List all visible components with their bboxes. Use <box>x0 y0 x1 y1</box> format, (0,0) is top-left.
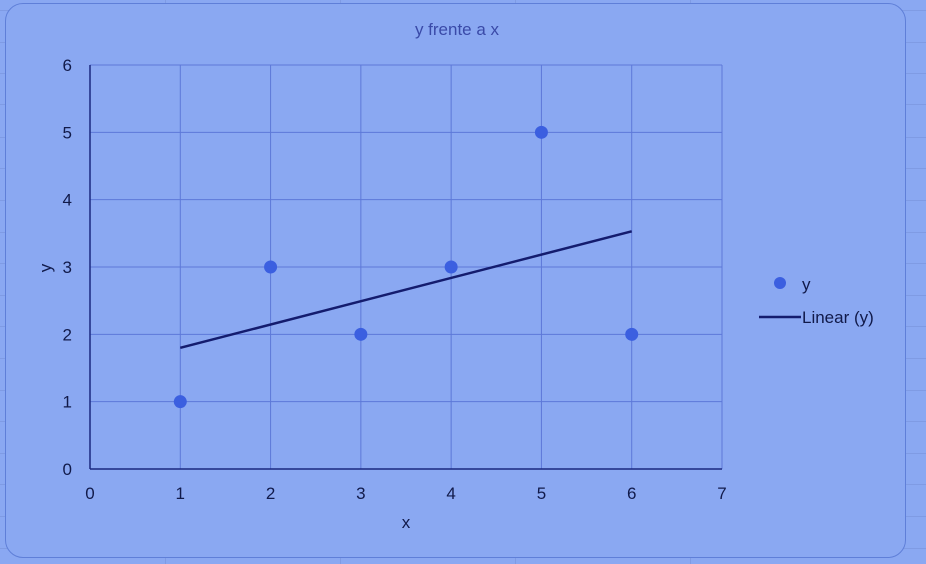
x-tick-label: 0 <box>85 484 94 503</box>
data-point <box>354 327 368 341</box>
y-tick-label: 0 <box>63 460 72 479</box>
trendline <box>179 230 633 350</box>
data-point <box>173 395 187 409</box>
x-tick-label: 2 <box>266 484 275 503</box>
x-tick-label: 6 <box>627 484 636 503</box>
y-tick-label: 6 <box>63 56 72 75</box>
x-axis-label: x <box>402 513 411 532</box>
data-point <box>264 260 278 274</box>
legend-label-y: y <box>802 275 811 294</box>
x-tick-label: 3 <box>356 484 365 503</box>
y-tick-label: 2 <box>63 325 72 344</box>
y-tick-label: 1 <box>63 393 72 412</box>
legend-label-trendline: Linear (y) <box>802 308 874 327</box>
y-tick-label: 3 <box>63 258 72 277</box>
y-tick-label: 5 <box>63 123 72 142</box>
x-tick-label: 5 <box>537 484 546 503</box>
x-tick-label: 7 <box>717 484 726 503</box>
x-tick-label: 4 <box>446 484 455 503</box>
data-point <box>625 327 639 341</box>
y-tick-label: 4 <box>63 191 72 210</box>
x-tick-label: 1 <box>176 484 185 503</box>
y-axis-label: y <box>36 263 55 272</box>
legend-marker-y <box>774 277 786 289</box>
chart-title: y frente a x <box>415 20 500 39</box>
data-point <box>444 260 458 274</box>
data-point <box>534 125 548 139</box>
chart-area[interactable] <box>5 3 906 558</box>
